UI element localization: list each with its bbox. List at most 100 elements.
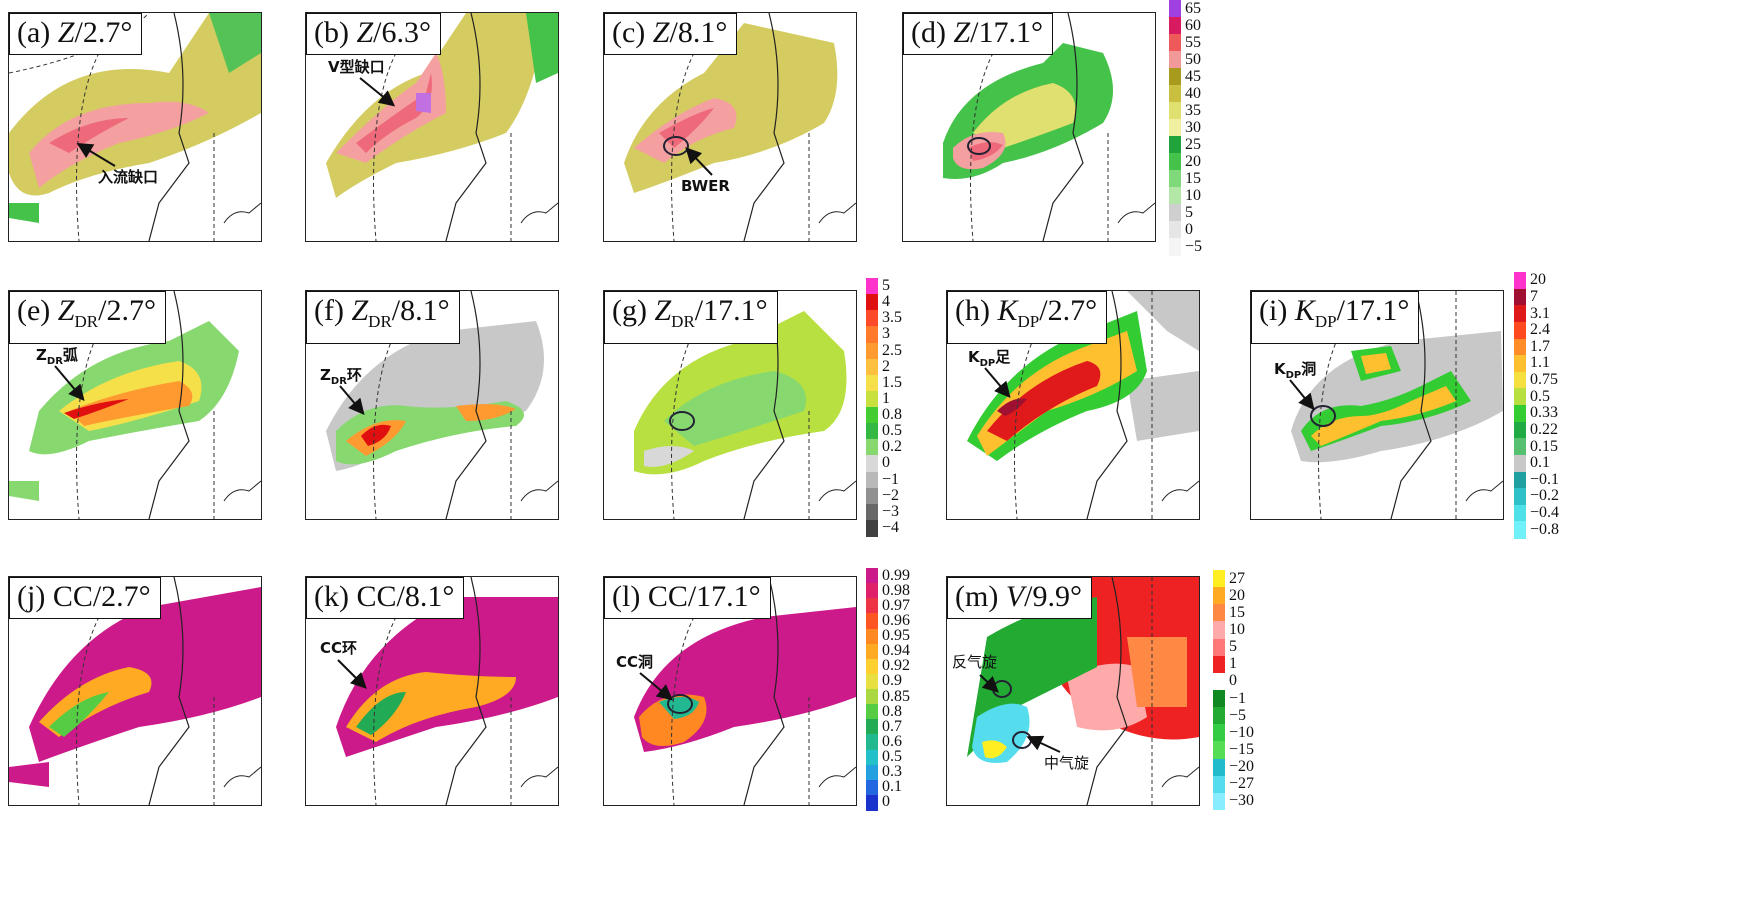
colorbar-segment [866, 358, 878, 376]
annotation-inflow-notch: 入流缺口 [98, 168, 159, 186]
colorbar-tick-label: 0.75 [1530, 371, 1558, 389]
colorbar-segment [866, 407, 878, 424]
colorbar-segment [1514, 454, 1526, 472]
colorbar-tick-label: −5 [1229, 706, 1247, 724]
colorbar-tick-label: 0 [882, 793, 890, 811]
panel-h: (h) KDP/2.7° [946, 290, 1200, 520]
colorbar-segment [866, 779, 878, 796]
colorbar-segment [866, 764, 878, 781]
annotation-kdp-foot: KDP足 [968, 348, 1011, 369]
colorbar-tick-label: 0.98 [882, 581, 910, 599]
colorbar-tick-label: 40 [1185, 84, 1201, 102]
colorbar-tick-label: 2.4 [1530, 321, 1550, 339]
colorbar-tick-label: 20 [1185, 152, 1201, 170]
colorbar-tick-label: −1 [1229, 689, 1247, 707]
colorbar-tick-label: 0.95 [882, 627, 910, 645]
colorbar-tick-label: 0.1 [882, 778, 902, 796]
colorbar-segment [1213, 672, 1225, 691]
panel-label-l: (l) CC/17.1° [604, 577, 771, 619]
panel-d: (d) Z/17.1° [902, 12, 1156, 242]
annotation-cc-ring: CC环 [320, 639, 358, 657]
colorbar-segment [1213, 655, 1225, 674]
colorbar-tick-label: 65 [1185, 0, 1201, 17]
colorbar-tick-label: 30 [1185, 118, 1201, 136]
colorbar-segment [1514, 338, 1526, 356]
radar-echo-i [1291, 291, 1503, 519]
colorbar-segment [1169, 204, 1181, 222]
radar-echo-g [634, 291, 856, 519]
colorbar-segment [866, 374, 878, 392]
colorbar-segment [1514, 272, 1526, 290]
colorbar-segment [1213, 724, 1225, 742]
panel-g: (g) ZDR/17.1° [603, 290, 857, 520]
colorbar-tick-label: −30 [1229, 792, 1255, 810]
colorbar-tick-label: 27 [1229, 569, 1245, 587]
colorbar-segment [1514, 438, 1526, 456]
panel-label-k: (k) CC/8.1° [306, 577, 465, 619]
colorbar-segment [1514, 471, 1526, 489]
colorbar-segment [1169, 102, 1181, 120]
colorbar-segment [866, 658, 878, 675]
colorbar-segment [866, 390, 878, 408]
colorbar-tick-label: 45 [1185, 67, 1201, 85]
colorbar-tick-label: 0.33 [1530, 404, 1558, 422]
panel-label-i: (i) KDP/17.1° [1251, 291, 1420, 344]
colorbar-segment [1514, 305, 1526, 323]
colorbar-tick-label: −0.8 [1530, 520, 1560, 538]
colorbar-tick-label: 15 [1185, 169, 1201, 187]
colorbar-tick-label: 0.3 [882, 763, 902, 781]
colorbar-tick-label: −0.2 [1530, 487, 1560, 505]
colorbar-tick-label: 2.5 [882, 341, 902, 359]
annotation-kdp-hole: KDP洞 [1274, 360, 1317, 381]
colorbar-segment [1514, 405, 1526, 423]
colorbar-tick-label: −27 [1229, 775, 1255, 793]
colorbar-segment [1514, 421, 1526, 439]
colorbar-segment [1213, 741, 1225, 760]
colorbar-segment [1213, 638, 1225, 657]
colorbar-tick-label: 0.6 [882, 732, 902, 750]
colorbar-tick-label: 0.5 [1530, 387, 1550, 405]
radar-echo-b [326, 13, 558, 241]
colorbar-tick-label: 0 [882, 454, 890, 472]
panel-label-a: (a) Z/2.7° [9, 13, 143, 55]
colorbar-tick-label: 0 [1185, 220, 1193, 238]
colorbar-tick-label: 5 [882, 277, 890, 295]
panel-j: (j) CC/2.7° [8, 576, 262, 806]
colorbar-segment [1514, 371, 1526, 389]
panel-label-c: (c) Z/8.1° [604, 13, 738, 55]
colorbar-tick-label: 1 [882, 389, 890, 407]
colorbar-tick-label: −15 [1229, 741, 1255, 758]
colorbar-segment [1514, 321, 1526, 339]
colorbar-tick-label: −5 [1185, 237, 1203, 255]
colorbar-tick-label: 0.7 [882, 717, 902, 735]
colorbar-segment [866, 704, 878, 720]
colorbar-segment [1169, 221, 1181, 239]
panel-label-h: (h) KDP/2.7° [947, 291, 1108, 344]
radar-echo-d [943, 13, 1155, 241]
colorbar-tick-label: −0.4 [1530, 504, 1560, 522]
colorbar-segment [866, 294, 878, 311]
colorbar-tick-label: 50 [1185, 50, 1201, 68]
colorbar-tick-label: 35 [1185, 101, 1201, 119]
colorbar-tick-label: 0.85 [882, 687, 910, 705]
colorbar-tick-label: −1 [882, 470, 900, 488]
panel-label-d: (d) Z/17.1° [903, 13, 1054, 55]
colorbar-segment [866, 734, 878, 750]
colorbar-tick-label: 1.7 [1530, 337, 1550, 355]
annotation-anticyclone: 反气旋 [952, 653, 998, 671]
radar-echo-k [336, 577, 558, 805]
colorbar-tick-label: 0 [1229, 672, 1237, 690]
colorbar-segment [1213, 570, 1225, 588]
colorbar-tick-label: 5 [1185, 203, 1193, 221]
colorbar-segment [866, 519, 878, 537]
colorbar-tick-label: 20 [1530, 271, 1546, 289]
colorbar-tick-label: −2 [882, 486, 900, 504]
colorbar-tick-label: 1.5 [882, 373, 902, 391]
colorbar-tick-label: −0.1 [1530, 470, 1560, 488]
colorbar-tick-label: 20 [1229, 586, 1245, 604]
colorbar-segment [866, 613, 878, 629]
panel-c: (c) Z/8.1° [603, 12, 857, 242]
colorbar-segment [1169, 170, 1181, 188]
colorbar-segment [866, 423, 878, 440]
colorbar-tick-label: 3 [882, 325, 890, 343]
